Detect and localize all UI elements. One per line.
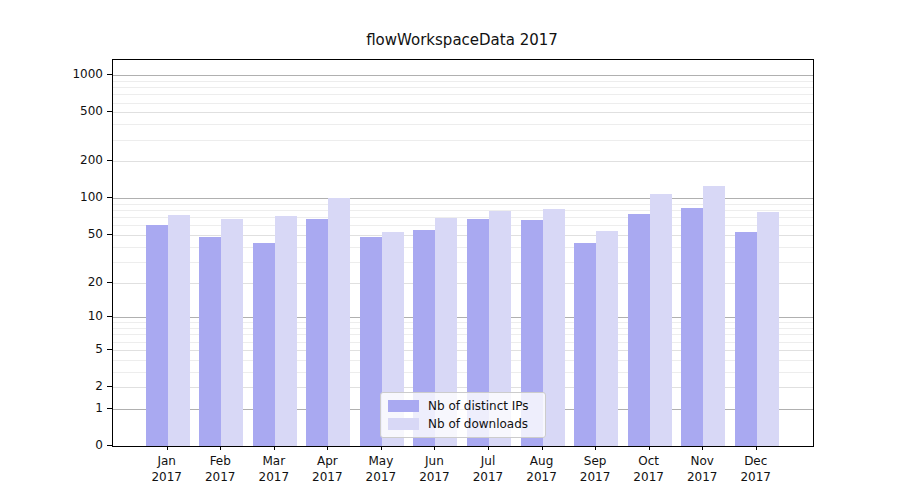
- x-tick-month: Dec: [724, 453, 788, 469]
- chart-title: flowWorkspaceData 2017: [112, 31, 812, 49]
- minor-gridline: [113, 103, 813, 104]
- x-tick-mark: [649, 446, 650, 450]
- y-tick-label: 50: [57, 226, 103, 242]
- y-tick-mark: [107, 74, 112, 75]
- bar-mar-ips: [253, 243, 275, 446]
- y-tick-label: 100: [57, 189, 103, 205]
- gridline: [113, 75, 813, 76]
- bar-dec-downloads: [757, 212, 779, 446]
- x-tick-mark: [488, 446, 489, 450]
- y-tick-mark: [107, 234, 112, 235]
- legend-item: Nb of downloads: [388, 417, 537, 431]
- x-tick-mark: [274, 446, 275, 450]
- x-tick-mark: [595, 446, 596, 450]
- figure: flowWorkspaceData 2017 Nb of distinct IP…: [0, 0, 900, 500]
- y-tick-label: 2: [57, 378, 103, 394]
- bar-apr-downloads: [328, 198, 350, 446]
- bar-mar-downloads: [275, 216, 297, 446]
- legend-swatch-ips: [388, 400, 419, 412]
- bar-oct-ips: [628, 214, 650, 446]
- y-tick-label: 5: [57, 341, 103, 357]
- legend: Nb of distinct IPs Nb of downloads: [380, 392, 546, 438]
- y-tick-label: 200: [57, 152, 103, 168]
- legend-label: Nb of distinct IPs: [428, 399, 529, 413]
- x-tick-mark: [542, 446, 543, 450]
- bar-sep-downloads: [596, 231, 618, 446]
- y-tick-label: 1: [57, 400, 103, 416]
- bar-jan-ips: [146, 225, 168, 446]
- x-tick-mark: [702, 446, 703, 450]
- legend-label: Nb of downloads: [428, 417, 528, 431]
- y-tick-label: 1000: [57, 66, 103, 82]
- bar-nov-ips: [681, 208, 703, 446]
- y-tick-label: 500: [57, 103, 103, 119]
- y-tick-mark: [107, 386, 112, 387]
- y-tick-mark: [107, 197, 112, 198]
- y-tick-mark: [107, 111, 112, 112]
- y-tick-label: 0: [57, 437, 103, 453]
- y-tick-mark: [107, 445, 112, 446]
- x-tick-mark: [756, 446, 757, 450]
- bar-jan-downloads: [168, 215, 190, 446]
- bar-apr-ips: [306, 219, 328, 446]
- y-tick-mark: [107, 282, 112, 283]
- y-tick-label: 20: [57, 274, 103, 290]
- bar-dec-ips: [735, 232, 757, 446]
- minor-gridline: [113, 140, 813, 141]
- x-tick-mark: [167, 446, 168, 450]
- bar-may-ips: [360, 237, 382, 446]
- x-tick-mark: [327, 446, 328, 450]
- gridline: [113, 161, 813, 162]
- x-tick-mark: [434, 446, 435, 450]
- y-tick-mark: [107, 408, 112, 409]
- y-tick-label: 10: [57, 308, 103, 324]
- x-tick-label-dec: Dec2017: [724, 453, 788, 485]
- minor-gridline: [113, 124, 813, 125]
- plot-area: Nb of distinct IPs Nb of downloads: [112, 59, 814, 447]
- x-tick-year: 2017: [724, 469, 788, 485]
- minor-gridline: [113, 81, 813, 82]
- legend-swatch-downloads: [388, 418, 419, 430]
- bar-feb-ips: [199, 237, 221, 446]
- bar-nov-downloads: [703, 186, 725, 446]
- x-tick-mark: [220, 446, 221, 450]
- gridline: [113, 112, 813, 113]
- minor-gridline: [113, 94, 813, 95]
- minor-gridline: [113, 87, 813, 88]
- y-tick-mark: [107, 160, 112, 161]
- y-tick-mark: [107, 316, 112, 317]
- x-tick-mark: [381, 446, 382, 450]
- legend-item: Nb of distinct IPs: [388, 399, 537, 413]
- bar-sep-ips: [574, 243, 596, 446]
- y-tick-mark: [107, 349, 112, 350]
- bar-oct-downloads: [650, 194, 672, 446]
- bar-feb-downloads: [221, 219, 243, 446]
